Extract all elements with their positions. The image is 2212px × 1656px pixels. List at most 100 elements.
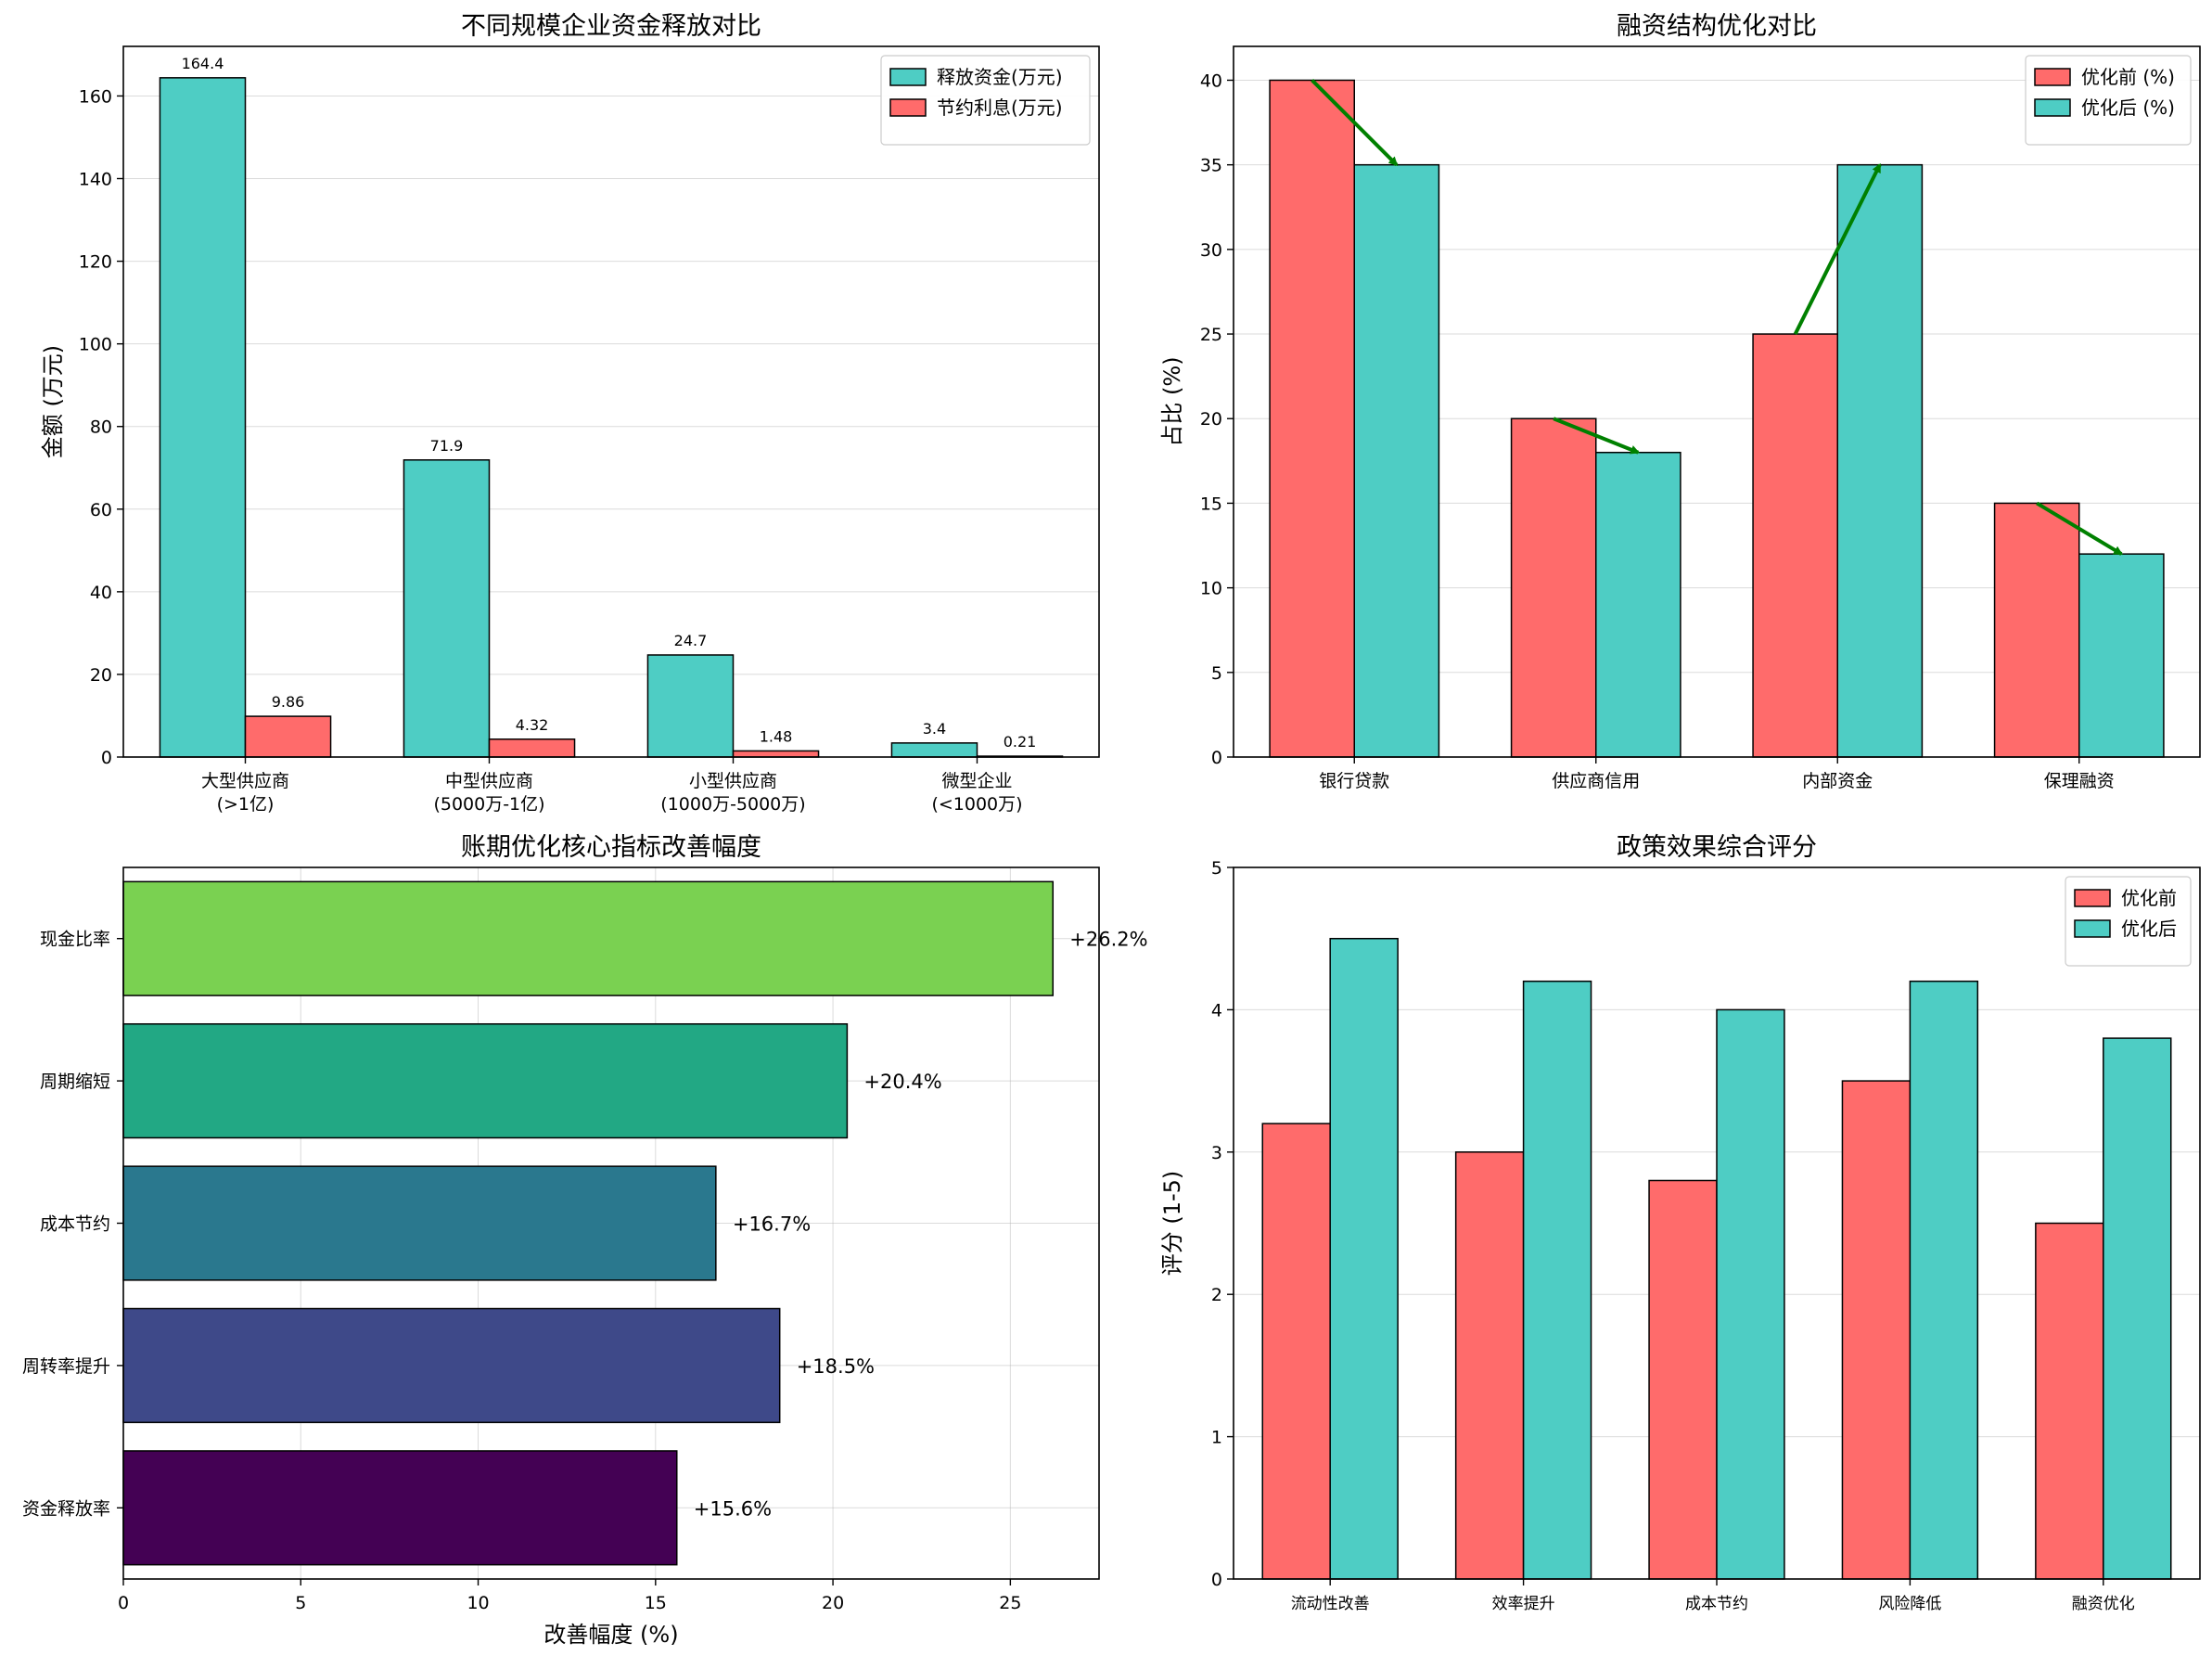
legend-swatch: [889, 98, 927, 117]
plot-frame: [122, 867, 1100, 1580]
y-tick-label: 40: [90, 583, 112, 603]
hbar: [122, 1450, 678, 1566]
chart-title: 不同规模企业资金释放对比: [461, 12, 761, 41]
x-tick-label: 供应商信用: [1552, 771, 1640, 791]
legend-swatch: [2034, 68, 2071, 86]
bar-data-label: +26.2%: [1069, 929, 1147, 951]
panel-fund-release-chart: 0 20 40 60 80 100 120 140 160 164.4 9.86 大型供应商 (>1亿)…: [40, 12, 1100, 815]
y-tick-label: 25: [1200, 325, 1222, 345]
bar-data-label: 1.48: [760, 727, 793, 745]
x-tick-label: 融资优化: [2072, 1595, 2135, 1613]
bar: [1454, 1151, 1525, 1580]
x-tick-label: (<1000万): [931, 794, 1022, 815]
bar: [2035, 1222, 2104, 1580]
hbar: [122, 1165, 717, 1281]
bar-data-label: 24.7: [674, 632, 708, 649]
hbar: [122, 1307, 781, 1424]
x-tick-label: 内部资金: [1802, 771, 1873, 791]
bar: [1595, 451, 1681, 758]
legend-label: 优化前 (%): [2081, 66, 2175, 88]
bar: [1993, 502, 2080, 758]
x-tick-label: 保理融资: [2044, 771, 2115, 791]
bar: [1841, 1080, 1912, 1580]
y-tick-label: 0: [1211, 1570, 1222, 1590]
bar: [2078, 553, 2165, 758]
bar: [1752, 333, 1838, 758]
x-axis-label: 改善幅度 (%): [543, 1622, 678, 1648]
bar: [1329, 937, 1399, 1580]
y-axis-label: 占比 (%): [1159, 356, 1185, 446]
legend-swatch: [2074, 919, 2111, 938]
bar: [890, 742, 978, 758]
chart-title: 政策效果综合评分: [1617, 833, 1817, 862]
bar: [646, 654, 735, 758]
bar: [403, 459, 491, 758]
x-tick-label: (1000万-5000万): [660, 794, 805, 815]
bar-data-label: +20.4%: [863, 1071, 941, 1093]
y-tick-label: 40: [1200, 71, 1222, 91]
bar-data-label: 71.9: [430, 437, 464, 455]
y-tick-label: 4: [1211, 1000, 1222, 1021]
bar: [1261, 1123, 1331, 1580]
legend-label: 节约利息(万元): [937, 96, 1063, 119]
bar: [1716, 1008, 1785, 1580]
x-tick-label: 效率提升: [1492, 1595, 1555, 1613]
bar: [1510, 417, 1597, 758]
y-tick-label: 3: [1211, 1143, 1222, 1163]
bar-data-label: 3.4: [923, 720, 946, 738]
change-arrow: [1553, 417, 1641, 455]
y-axis-label: 金额 (万元): [40, 345, 66, 458]
panel-financing-structure-chart: 0 5 10 15 20 25 30 35 40 银行贷款 供应商信用 内部资金 保理融资 融资结构优化对…: [1159, 12, 2201, 791]
plot-frame: [1233, 867, 2201, 1580]
legend-label: 释放资金(万元): [937, 66, 1063, 88]
x-tick-label: 微型企业: [941, 771, 1012, 791]
y-tick-label: 5: [1211, 858, 1222, 879]
x-tick-label: 中型供应商: [445, 771, 533, 791]
legend-swatch: [2074, 889, 2111, 907]
x-tick-label: 20: [822, 1593, 844, 1613]
bar-data-label: 164.4: [182, 55, 224, 72]
y-tick-label: 160: [79, 86, 112, 107]
y-tick-label: 1: [1211, 1428, 1222, 1448]
y-tick-label: 20: [90, 665, 112, 686]
bar: [1353, 163, 1440, 758]
y-tick-label: 0: [101, 748, 112, 768]
plot-frame: [122, 45, 1100, 758]
y-tick-label: 0: [1211, 748, 1222, 768]
y-tick-label: 140: [79, 170, 112, 190]
y-tick-label: 35: [1200, 156, 1222, 176]
y-tick-label: 15: [1200, 494, 1222, 514]
chart-title: 账期优化核心指标改善幅度: [461, 833, 761, 862]
bar: [1522, 980, 1592, 1580]
bar: [1909, 980, 1979, 1580]
bar: [1836, 163, 1924, 758]
y-tick-label: 2: [1211, 1285, 1222, 1305]
x-tick-label: (>1亿): [217, 794, 275, 815]
x-tick-label: 成本节约: [1685, 1595, 1748, 1613]
bar: [244, 715, 332, 758]
panel-improvement-chart: 0 5 10 15 20 25 +15.6% 资金释放率 +18.5% 周转率提升 +16.7% 成本…: [22, 833, 1148, 1648]
x-tick-label: (5000万-1亿): [433, 794, 544, 815]
y-tick-label: 100: [79, 335, 112, 355]
change-arrow: [1793, 162, 1882, 335]
y-tick-label: 20: [1200, 409, 1222, 430]
bar-data-label: +18.5%: [797, 1355, 875, 1378]
plot-frame: [1233, 45, 2201, 758]
bar: [2103, 1037, 2172, 1580]
chart-title: 融资结构优化对比: [1617, 12, 1817, 41]
bar: [1648, 1179, 1718, 1580]
x-tick-label: 小型供应商: [689, 771, 777, 791]
legend-box: [880, 55, 1091, 146]
legend-swatch: [2034, 98, 2071, 117]
x-tick-label: 0: [118, 1593, 129, 1613]
y-tick-label: 资金释放率: [22, 1498, 110, 1519]
bar-data-label: 9.86: [272, 693, 305, 711]
x-tick-label: 25: [999, 1593, 1021, 1613]
y-tick-label: 30: [1200, 240, 1222, 261]
hbar: [122, 880, 1055, 996]
bar: [1269, 79, 1355, 758]
legend-swatch: [889, 68, 927, 86]
legend-label: 优化前: [2121, 887, 2177, 909]
